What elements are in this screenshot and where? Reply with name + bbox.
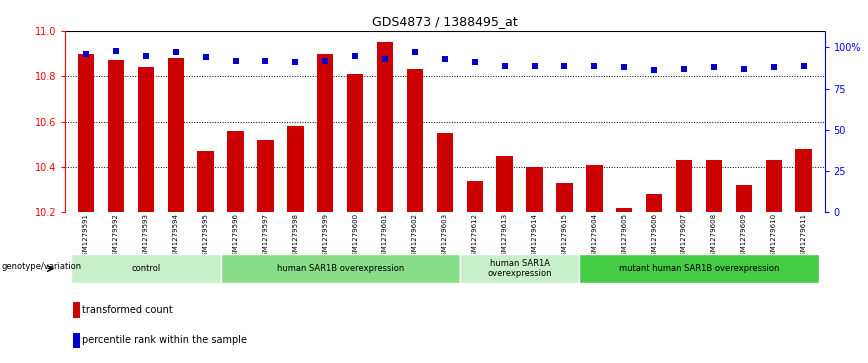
Point <box>766 64 780 70</box>
Bar <box>197 151 214 212</box>
Text: GSM1279607: GSM1279607 <box>681 213 687 260</box>
Bar <box>138 67 154 212</box>
Point <box>319 58 332 64</box>
Point <box>228 58 242 64</box>
Text: GSM1279609: GSM1279609 <box>741 213 746 260</box>
Bar <box>317 53 333 212</box>
Text: GSM1279602: GSM1279602 <box>412 213 418 260</box>
Text: GSM1279611: GSM1279611 <box>800 213 806 260</box>
Bar <box>706 160 722 212</box>
Point <box>707 64 721 70</box>
Point <box>408 49 422 55</box>
FancyBboxPatch shape <box>220 254 460 283</box>
Point <box>288 59 302 65</box>
Point <box>109 48 123 54</box>
Text: GSM1279606: GSM1279606 <box>651 213 657 260</box>
Bar <box>287 126 304 212</box>
Text: GSM1279610: GSM1279610 <box>771 213 777 260</box>
Point <box>557 62 571 68</box>
Text: transformed count: transformed count <box>82 305 173 315</box>
Point <box>737 66 751 72</box>
Bar <box>676 160 693 212</box>
Text: GSM1279591: GSM1279591 <box>83 213 89 260</box>
Bar <box>616 208 633 212</box>
Text: GSM1279613: GSM1279613 <box>502 213 508 260</box>
Bar <box>795 149 812 212</box>
Text: GSM1279592: GSM1279592 <box>113 213 119 260</box>
Point <box>797 62 811 68</box>
Text: GSM1279615: GSM1279615 <box>562 213 568 260</box>
FancyBboxPatch shape <box>71 254 220 283</box>
Bar <box>466 180 483 212</box>
Point <box>79 51 93 57</box>
Bar <box>257 140 273 212</box>
FancyBboxPatch shape <box>460 254 580 283</box>
Bar <box>227 131 244 212</box>
Text: GSM1279594: GSM1279594 <box>173 213 179 260</box>
Text: GSM1279614: GSM1279614 <box>531 213 537 260</box>
Text: GSM1279598: GSM1279598 <box>293 213 299 260</box>
Text: GSM1279612: GSM1279612 <box>471 213 477 260</box>
Text: control: control <box>131 264 161 273</box>
Text: GSM1279595: GSM1279595 <box>202 213 208 260</box>
Text: mutant human SAR1B overexpression: mutant human SAR1B overexpression <box>619 264 779 273</box>
Bar <box>73 333 80 348</box>
Point <box>528 62 542 68</box>
Bar <box>736 185 752 212</box>
Text: genotype/variation: genotype/variation <box>1 262 82 272</box>
FancyBboxPatch shape <box>580 254 819 283</box>
Text: percentile rank within the sample: percentile rank within the sample <box>82 335 247 346</box>
Point <box>348 53 362 58</box>
Text: GSM1279599: GSM1279599 <box>322 213 328 260</box>
Text: GSM1279600: GSM1279600 <box>352 213 358 260</box>
Text: human SAR1A
overexpression: human SAR1A overexpression <box>487 259 552 278</box>
Text: GSM1279605: GSM1279605 <box>621 213 628 260</box>
Bar <box>496 156 513 212</box>
Text: GSM1279608: GSM1279608 <box>711 213 717 260</box>
Point <box>588 62 602 68</box>
Point <box>617 64 631 70</box>
Title: GDS4873 / 1388495_at: GDS4873 / 1388495_at <box>372 15 517 28</box>
Point <box>199 54 213 60</box>
Text: human SAR1B overexpression: human SAR1B overexpression <box>277 264 404 273</box>
Bar <box>347 74 364 212</box>
Text: GSM1279596: GSM1279596 <box>233 213 239 260</box>
Point <box>468 59 482 65</box>
Point <box>168 49 182 55</box>
Bar <box>108 60 124 212</box>
Text: GSM1279601: GSM1279601 <box>382 213 388 260</box>
Point <box>677 66 691 72</box>
Bar <box>646 194 662 212</box>
Bar <box>78 53 95 212</box>
Bar <box>437 133 453 212</box>
Text: GSM1279603: GSM1279603 <box>442 213 448 260</box>
Point <box>259 58 273 64</box>
Bar <box>556 183 573 212</box>
Point <box>378 56 392 62</box>
Bar <box>73 302 80 318</box>
Text: GSM1279597: GSM1279597 <box>262 213 268 260</box>
Point <box>648 68 661 73</box>
Bar <box>766 160 782 212</box>
Text: GSM1279604: GSM1279604 <box>591 213 597 260</box>
Point <box>497 62 511 68</box>
Point <box>139 53 153 58</box>
Bar <box>407 69 424 212</box>
Text: GSM1279593: GSM1279593 <box>143 213 148 260</box>
Bar <box>377 42 393 212</box>
Bar <box>168 58 184 212</box>
Bar <box>526 167 542 212</box>
Bar <box>586 165 602 212</box>
Point <box>437 56 451 62</box>
